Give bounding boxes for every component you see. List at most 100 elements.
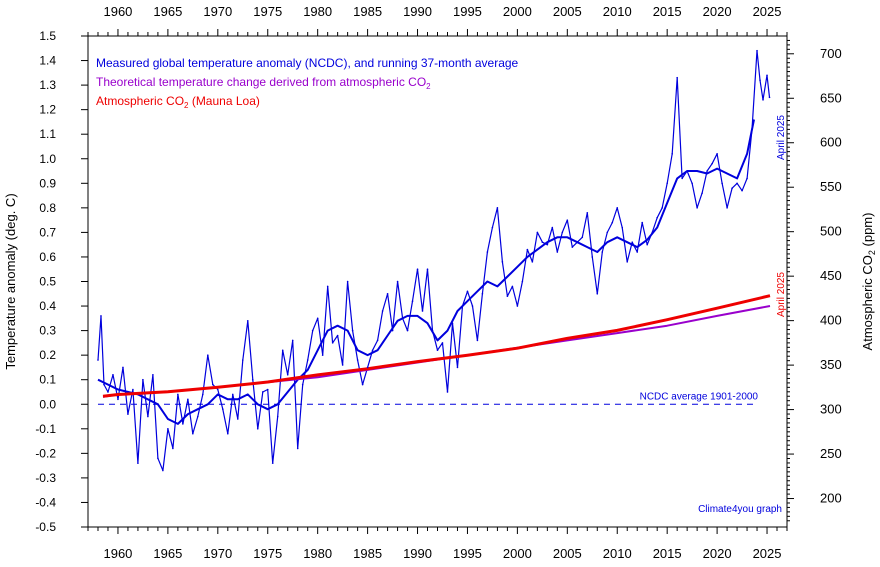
temperature-point [321, 354, 324, 356]
y-right-tick-label: 400 [820, 313, 842, 328]
y-right-axis-label: Atmospheric CO2 (ppm) [860, 213, 877, 351]
y-left-tick-label: 1.0 [39, 152, 56, 166]
temperature-point [466, 290, 469, 293]
y-left-tick-label: 1.3 [39, 78, 56, 92]
temperature-point [421, 310, 424, 312]
x-tick-label-bottom: 2015 [653, 546, 682, 561]
y-left-tick-label: 1.1 [39, 127, 56, 141]
temperature-point [246, 319, 249, 322]
temperature-point [182, 423, 184, 425]
temperature-point [261, 391, 264, 393]
y-right-tick-label: 700 [820, 46, 842, 61]
co2-end-label: April 2025 [776, 272, 787, 317]
temperature-point [521, 280, 524, 283]
temperature-point [236, 418, 239, 420]
temperature-point [316, 317, 319, 320]
temperature-point [396, 280, 399, 283]
temperature-point [646, 243, 648, 246]
y-right-axis-label-unit: (ppm) [860, 213, 875, 251]
temperature-point [616, 207, 619, 209]
temperature-point [431, 329, 434, 332]
temperature-point [636, 251, 639, 253]
temperature-point [596, 292, 599, 295]
temperature-point [152, 373, 154, 376]
temperature-point [202, 393, 204, 396]
temperature-point [556, 251, 559, 253]
temperature-point [406, 329, 409, 332]
temperature-point [591, 256, 594, 258]
legend-entry-3: Atmospheric CO2 (Mauna Loa) [96, 94, 260, 110]
co2-mauna-loa-line [102, 294, 771, 398]
x-tick-label-top: 2010 [603, 4, 632, 19]
temperature-point [511, 285, 514, 288]
temperature-point [726, 207, 728, 209]
temperature-point [456, 366, 459, 369]
temperature-point [741, 189, 743, 192]
temperature-point [386, 292, 389, 295]
temperature-point [546, 243, 549, 246]
y-left-tick-label: 1.5 [39, 29, 56, 43]
temperature-point [531, 261, 534, 263]
y-left-tick-label: 0.3 [39, 324, 56, 338]
y-left-tick-label: 1.4 [39, 54, 56, 68]
y-right-tick-label: 300 [820, 402, 842, 417]
temperature-point [491, 226, 494, 229]
temperature-point [296, 447, 299, 450]
temperature-point [331, 342, 334, 344]
temperature-point [356, 359, 359, 361]
temperature-point [681, 177, 683, 180]
legend-entry-subscript: 2 [426, 82, 431, 91]
y-left-tick-label: 0.8 [39, 201, 56, 215]
reference-line-label: NCDC average 1901-2000 [640, 391, 759, 402]
y-left-tick-label: 0.6 [39, 250, 56, 264]
temperature-point [122, 366, 124, 369]
x-tick-label-bottom: 2020 [703, 546, 732, 561]
temperature-point [711, 162, 713, 165]
temperature-running-average-line [97, 119, 755, 425]
y-left-tick-label: -0.5 [35, 520, 56, 534]
temperature-point [436, 349, 439, 352]
temperature-point [666, 182, 668, 185]
temperature-point [706, 170, 708, 172]
temperature-point [276, 415, 279, 418]
temperature-point [611, 221, 614, 224]
temperature-point [192, 432, 194, 435]
temperature-point [461, 305, 464, 307]
x-tick-label-top: 1960 [103, 4, 132, 19]
x-tick-label-top: 2020 [703, 4, 732, 19]
x-tick-label-top: 1990 [403, 4, 432, 19]
temperature-point [756, 49, 758, 52]
temperature-point [691, 182, 693, 185]
temperature-point [506, 295, 509, 298]
temperature-point [336, 334, 339, 337]
temperature-point [606, 231, 609, 234]
x-tick-label-bottom: 2000 [503, 546, 532, 561]
temperature-point [471, 305, 474, 307]
temperature-point [481, 292, 484, 295]
temperature-point [676, 76, 678, 79]
temperature-point [451, 322, 454, 325]
temperature-point [651, 231, 653, 234]
temperature-point [172, 447, 174, 450]
temperature-point [371, 349, 374, 352]
x-tick-label-bottom: 2025 [753, 546, 782, 561]
temperature-point [311, 329, 314, 332]
temperature-point [656, 216, 658, 219]
temperature-point [401, 317, 404, 320]
temperature-point [416, 268, 419, 271]
y-right-axis-label-subscript: 2 [867, 250, 877, 255]
temperature-point [581, 236, 584, 239]
temperature-point [227, 432, 229, 435]
temperature-point [326, 285, 329, 288]
temperature-point [306, 359, 309, 361]
temperature-point [132, 388, 134, 391]
temperature-point [100, 315, 102, 317]
temperature-point [759, 79, 761, 81]
temperature-point [147, 415, 149, 418]
temperature-point [631, 241, 634, 244]
annotations: NCDC average 1901-2000 April 2025 April 20… [640, 115, 787, 515]
x-tick-label-bottom: 2010 [603, 546, 632, 561]
temperature-point [346, 280, 349, 283]
y-right-tick-label: 350 [820, 357, 842, 372]
